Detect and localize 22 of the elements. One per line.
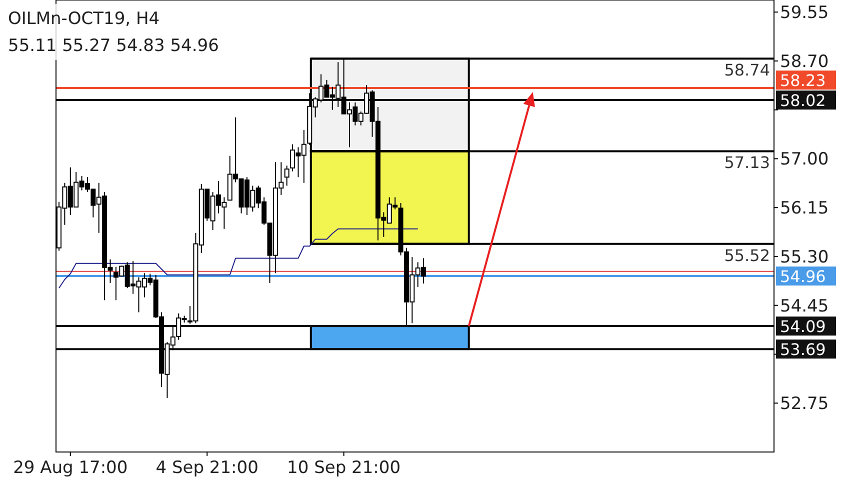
candlestick: [284, 165, 290, 186]
y-tick-label: 52.75: [780, 394, 829, 414]
y-tick-label: 59.55: [780, 3, 829, 24]
y-tick-label: 54.45: [780, 296, 829, 316]
y-tick-label: 56.15: [780, 198, 829, 219]
ref-line-label: 58.02: [780, 91, 826, 110]
x-tick-label: 10 Sep 21:00: [287, 458, 401, 478]
y-tick-label: 58.70: [780, 52, 829, 72]
ref-line-label: 58.23: [780, 71, 826, 90]
ref-line-label: 55.52: [724, 246, 770, 265]
line-series: [58, 228, 418, 289]
ref-line-label: 57.13: [724, 153, 770, 172]
ref-line-label: 53.69: [780, 340, 826, 360]
y-tick-label: 55.30: [780, 247, 829, 268]
text: 55.11 55.27 54.83 54.96: [8, 36, 219, 56]
x-tick-label: 4 Sep 21:00: [156, 458, 258, 478]
text: OILMn-OCT19, H4: [8, 9, 160, 29]
x-tick-label: 29 Aug 17:00: [13, 458, 128, 478]
ref-line-label: 54.96: [780, 267, 826, 286]
ref-line-label: 58.74: [724, 60, 770, 80]
y-tick-label: 57.00: [780, 150, 829, 170]
ref-line-label: 54.09: [780, 317, 826, 336]
